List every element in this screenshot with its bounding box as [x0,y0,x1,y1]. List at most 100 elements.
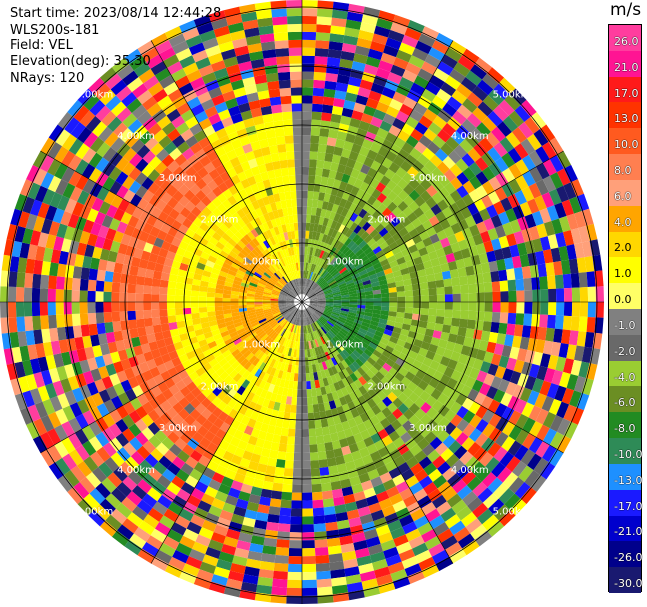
range-gate [449,163,463,177]
range-gate [476,370,488,383]
range-gate [455,335,466,346]
range-gate [275,325,282,333]
range-gate [302,555,316,565]
range-gate [334,250,343,259]
range-gate [453,144,468,159]
range-gate [404,154,418,167]
range-gate [55,179,69,196]
range-gate [410,344,421,354]
range-gate [435,279,445,288]
range-gate [335,262,344,271]
range-gate [299,278,302,287]
range-gate [260,447,271,458]
range-gate [373,25,391,38]
range-gate [455,432,469,446]
range-gate [498,355,510,369]
range-gate [309,303,318,306]
range-gate [477,101,494,117]
range-gate [305,365,310,374]
range-gate [150,142,164,156]
range-gate [390,173,403,185]
range-gate [293,279,298,288]
range-gate [302,587,318,597]
range-gate [240,237,249,246]
range-gate [363,315,372,321]
range-gate [386,179,398,191]
range-gate [212,245,223,255]
range-gate [390,22,408,35]
range-gate [555,302,565,316]
range-gate [234,352,243,361]
range-gate [344,566,360,577]
range-gate [304,309,309,317]
range-gate [270,490,283,500]
range-gate [267,317,276,324]
range-gate [501,182,515,198]
range-gate [198,256,208,265]
range-gate [535,250,546,265]
range-gate [263,271,272,279]
range-gate [367,543,384,556]
range-gate [126,98,142,114]
range-gate [362,318,372,325]
range-gate [262,363,270,373]
range-gate [345,279,354,285]
range-gate [184,200,196,212]
range-gate [353,178,364,189]
range-gate [374,153,386,165]
range-gate [107,250,118,263]
range-gate [491,281,501,293]
range-gate [353,490,366,502]
range-gate [439,356,451,367]
range-gate [262,260,271,269]
range-gate [87,312,97,325]
range-gate [126,511,144,528]
range-gate [244,84,258,95]
range-gate [321,112,332,122]
range-gate [177,326,187,335]
range-gate [436,229,448,241]
range-gate [55,276,65,290]
range-gate [353,379,363,389]
range-gate [22,227,34,245]
range-gate [110,487,127,503]
range-gate [186,69,202,83]
range-gate [415,332,425,342]
range-gate [348,202,358,213]
range-gate [309,324,314,333]
range-gate [183,189,196,201]
colorbar-tick-label: -4.0 [614,370,636,384]
range-gate [363,64,379,76]
range-gate [475,282,485,293]
range-gate [314,63,327,73]
range-gate [332,325,341,333]
range-gate [283,265,290,274]
range-gate [185,556,203,570]
range-gate [308,324,312,333]
range-gate [275,394,283,404]
range-gate [202,37,219,50]
range-gate [507,147,522,164]
range-gate [85,115,102,132]
range-gate [386,255,397,264]
range-gate [289,540,302,549]
range-gate [365,302,374,306]
range-gate [122,414,135,429]
range-gate [295,238,300,247]
range-gate [305,230,310,239]
range-gate [277,63,290,73]
range-gate [382,231,393,242]
range-gate [302,190,308,199]
range-gate [246,293,255,298]
range-gate [23,287,33,302]
range-gate [237,344,247,353]
range-gate [385,272,395,280]
range-gate [138,361,150,374]
range-gate [164,377,176,389]
range-gate [3,239,15,257]
range-gate [148,434,162,449]
range-gate [272,310,281,315]
range-gate [222,404,233,416]
range-gate [309,304,318,307]
range-gate [308,332,313,341]
